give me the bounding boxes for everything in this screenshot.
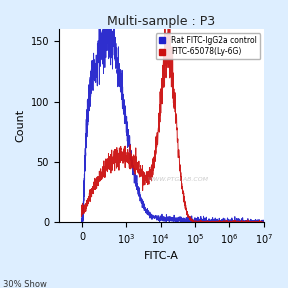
X-axis label: FITC-A: FITC-A — [144, 251, 179, 262]
Text: 30% Show: 30% Show — [3, 280, 47, 288]
Text: WWW.PTGLAB.COM: WWW.PTGLAB.COM — [147, 177, 208, 182]
Y-axis label: Count: Count — [15, 109, 25, 142]
Title: Multi-sample : P3: Multi-sample : P3 — [107, 15, 215, 28]
Legend: Rat FITC-IgG2a control, FITC-65078(Ly-6G): Rat FITC-IgG2a control, FITC-65078(Ly-6G… — [156, 33, 260, 59]
